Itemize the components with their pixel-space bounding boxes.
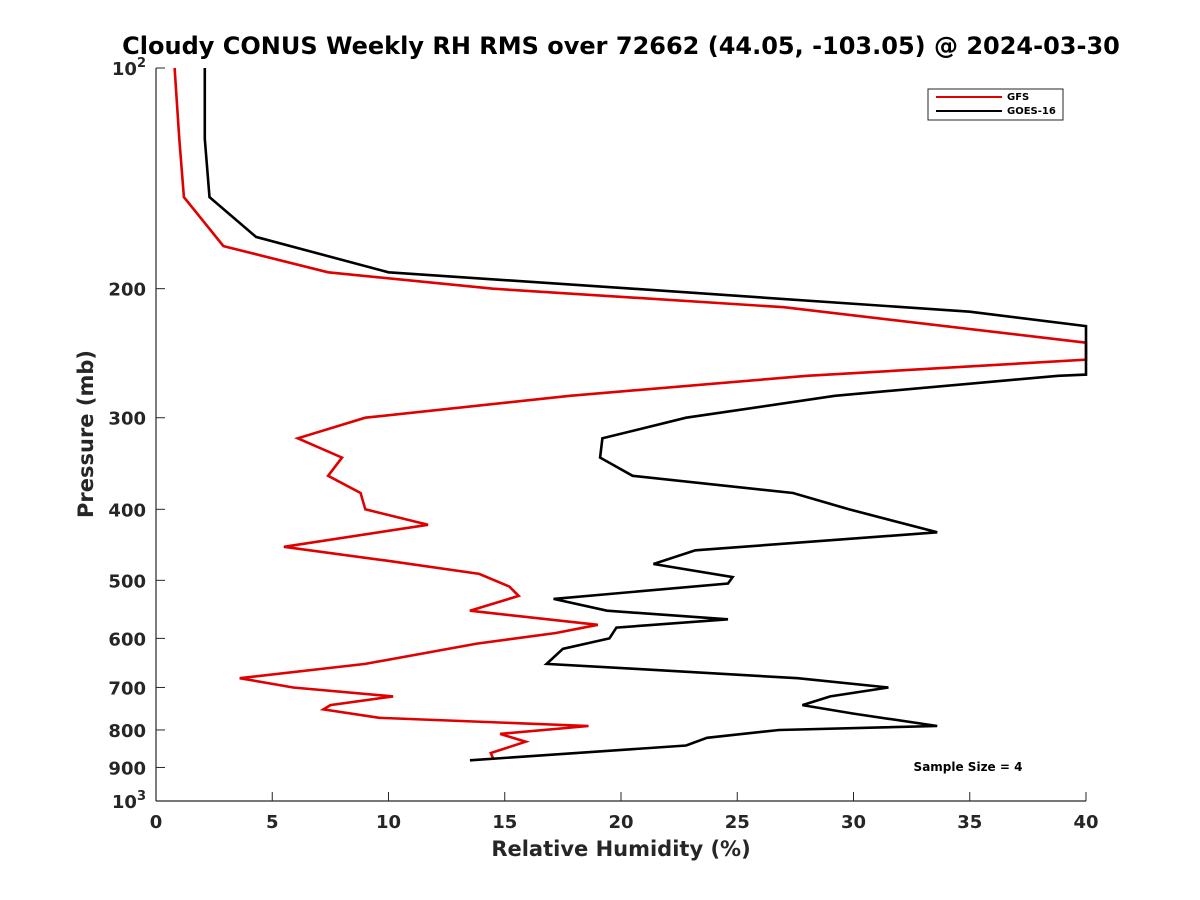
- y-tick-label: 103: [112, 789, 146, 813]
- x-tick-label: 35: [957, 812, 982, 833]
- legend-box: [927, 88, 1064, 121]
- series-line-gfs: [173, 67, 1088, 760]
- x-tick-label: 25: [725, 812, 750, 833]
- y-tick-label: 102: [112, 56, 146, 80]
- y-tick-label: 200: [108, 280, 146, 301]
- legend: GFS GOES-16: [927, 88, 1064, 121]
- x-tick-label: 40: [1073, 812, 1098, 833]
- x-tick-label: 0: [150, 812, 163, 833]
- x-tick-label: 20: [608, 812, 633, 833]
- sample-size-note: Sample Size = 4: [914, 760, 1023, 774]
- series-line-goes-16: [203, 68, 1088, 762]
- y-tick-label: 500: [108, 571, 146, 592]
- y-axis-label: Pressure (mb): [74, 350, 98, 518]
- series-layer: [173, 67, 1088, 762]
- y-tick-label: 600: [108, 629, 146, 650]
- x-tick-label: 5: [266, 812, 279, 833]
- chart-title: Cloudy CONUS Weekly RH RMS over 72662 (4…: [122, 32, 1120, 60]
- x-tick-label: 30: [841, 812, 866, 833]
- y-tick-label: 700: [108, 678, 146, 699]
- y-tick-label: 300: [108, 409, 146, 430]
- y-tick-label: 900: [108, 758, 146, 779]
- x-axis-label: Relative Humidity (%): [491, 837, 750, 861]
- x-tick-label: 15: [492, 812, 517, 833]
- x-tick-label: 10: [376, 812, 401, 833]
- y-tick-label: 800: [108, 721, 146, 742]
- y-tick-label: 400: [108, 500, 146, 521]
- ticks-layer: 0 5 10 15 20 25 30 35 40 102 200 300 400 500 600 700 800…: [108, 56, 1098, 833]
- legend-label-gfs: GFS: [1007, 92, 1029, 103]
- legend-label-goes-16: GOES-16: [1007, 106, 1056, 117]
